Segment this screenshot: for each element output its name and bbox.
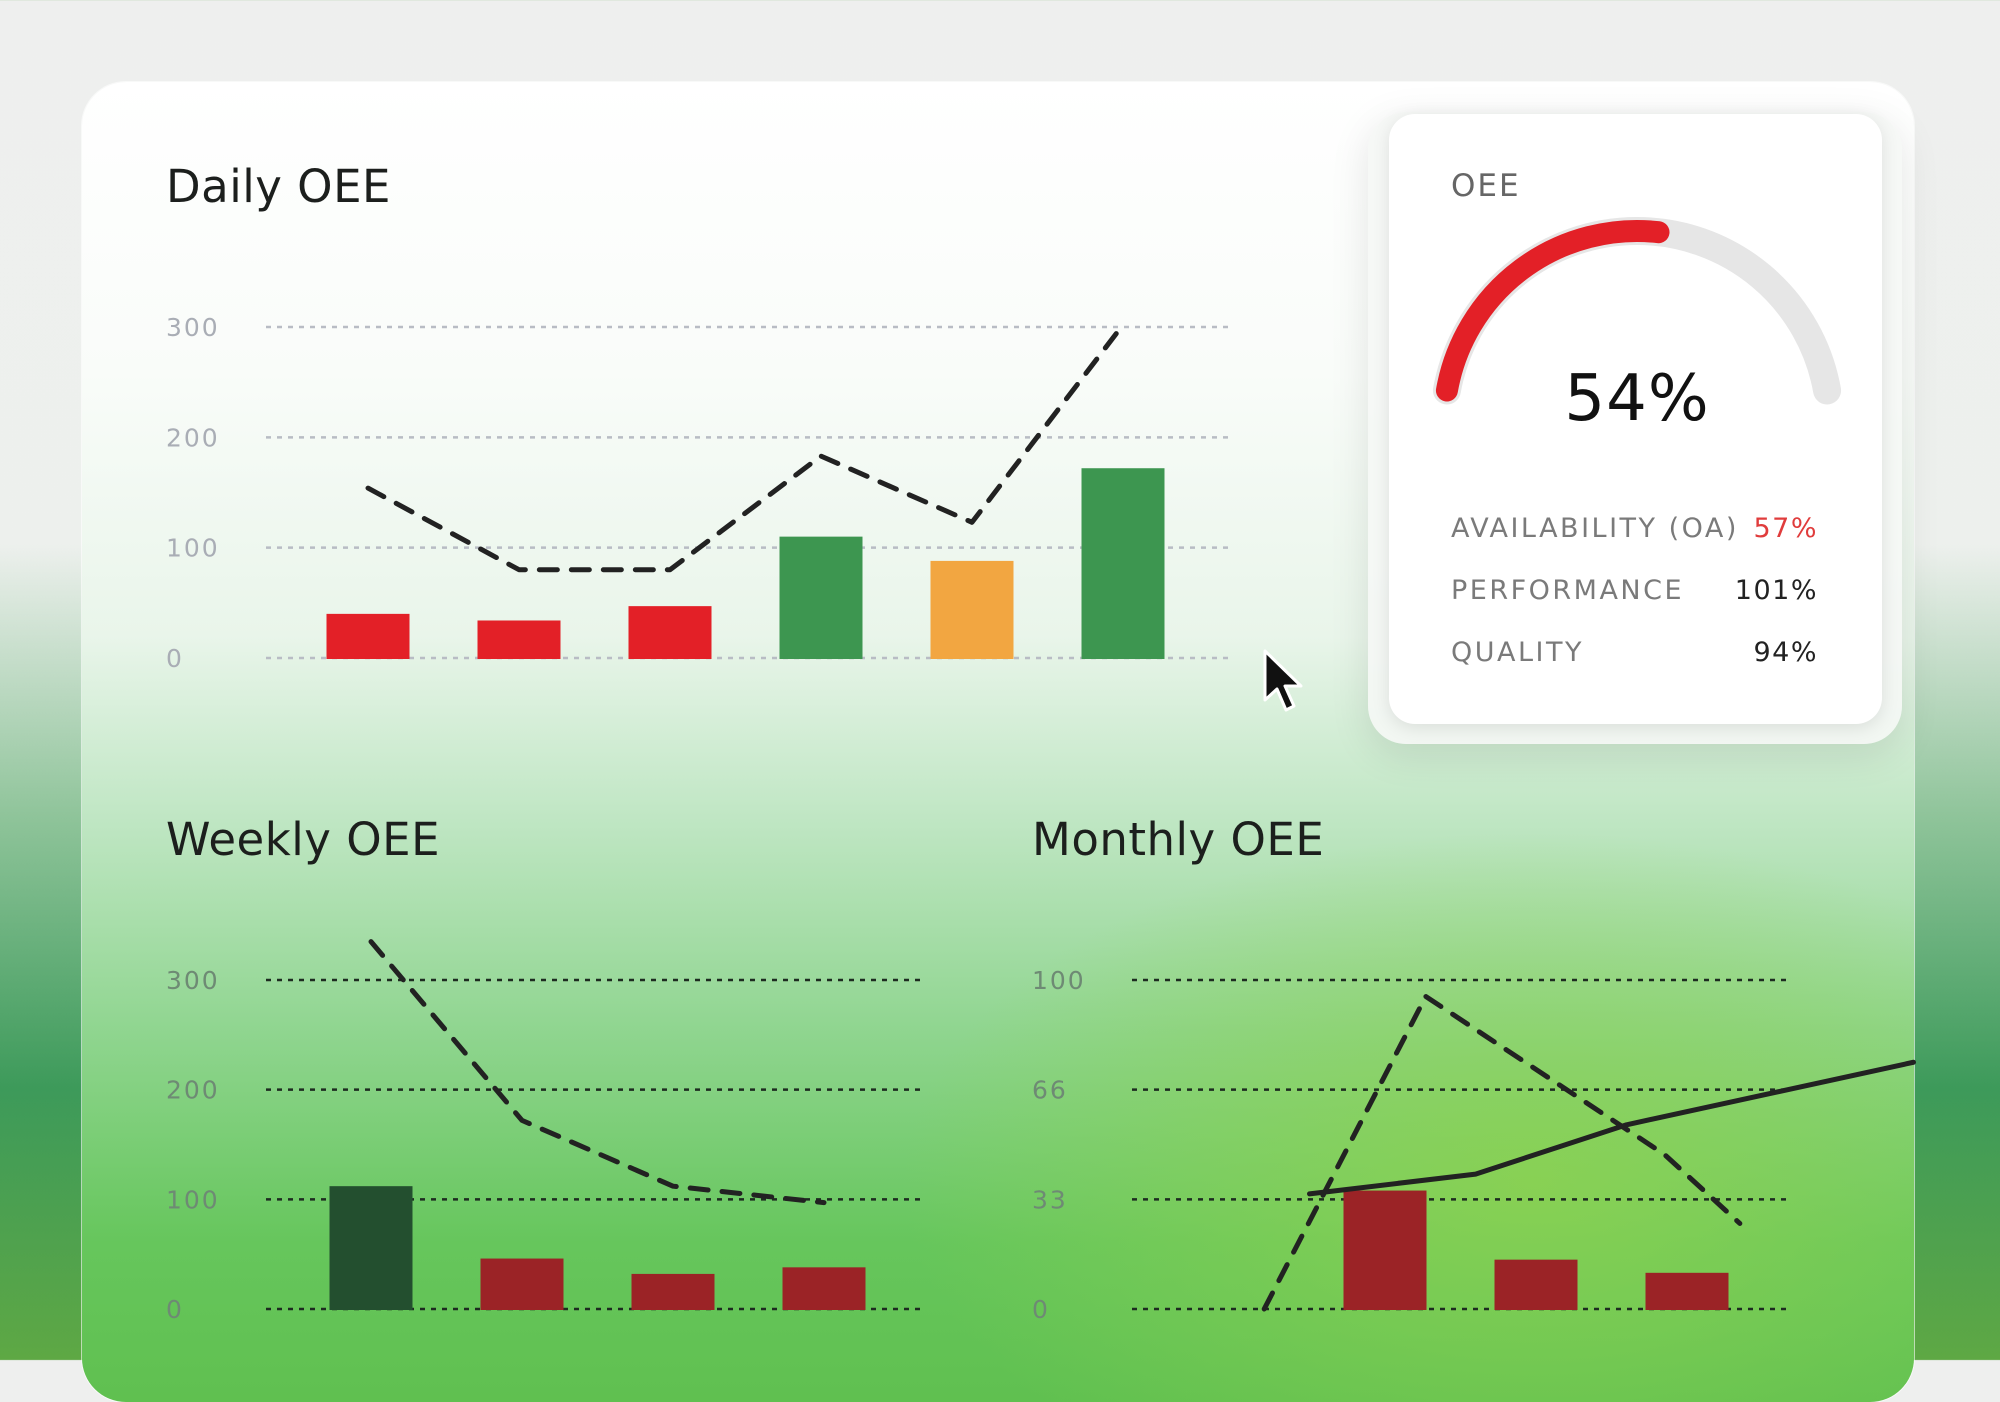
y-tick-label: 300 [166, 313, 220, 342]
y-tick-label: 200 [166, 1076, 220, 1105]
bar [930, 560, 1014, 659]
y-tick-label: 0 [1032, 1295, 1050, 1324]
bar [1343, 1190, 1427, 1310]
metric-label-availability: AVAILABILITY (OA) [1451, 513, 1739, 544]
dashed-line [365, 322, 1126, 573]
monthly-oee-title: Monthly OEE [1032, 813, 1325, 866]
y-tick-label: 0 [166, 644, 184, 673]
bar [1645, 1272, 1729, 1310]
y-tick-label: 33 [1032, 1185, 1068, 1214]
metric-value-performance: 101% [1734, 575, 1818, 606]
oee-gauge-value: 54% [1564, 362, 1710, 436]
bar [329, 1186, 413, 1310]
bar [782, 1267, 866, 1310]
daily-oee-title: Daily OEE [166, 160, 391, 213]
solid-line [1307, 1059, 1916, 1197]
y-tick-label: 0 [166, 1295, 184, 1324]
y-tick-label: 66 [1032, 1076, 1068, 1105]
mouse-pointer-icon [1263, 649, 1303, 712]
metric-label-performance: PERFORMANCE [1451, 575, 1685, 606]
bar [477, 620, 561, 659]
gauge-fill [1435, 220, 1670, 402]
y-tick-label: 100 [166, 534, 220, 563]
metric-value-quality: 94% [1753, 637, 1818, 668]
metric-value-availability: 57% [1753, 513, 1818, 544]
dashed-line [1261, 993, 1743, 1312]
daily-oee-chart: 0 100 200 300 [166, 313, 1230, 673]
y-tick-label: 100 [166, 1185, 220, 1214]
bar [628, 606, 712, 659]
monthly-oee-chart: 0 33 66 100 [1032, 966, 1916, 1324]
bar [1081, 468, 1165, 659]
oee-gauge [1432, 217, 1842, 405]
bar [480, 1258, 564, 1310]
bar [631, 1273, 715, 1310]
y-tick-label: 300 [166, 966, 220, 995]
oee-card [1389, 114, 1882, 724]
metric-label-quality: QUALITY [1451, 637, 1584, 668]
bar [326, 613, 410, 659]
y-tick-label: 100 [1032, 966, 1086, 995]
bar [1494, 1259, 1578, 1310]
oee-card-title: OEE [1451, 168, 1521, 204]
weekly-oee-chart: 0 100 200 300 [166, 939, 920, 1324]
weekly-oee-title: Weekly OEE [166, 813, 441, 866]
y-tick-label: 200 [166, 423, 220, 452]
bar [779, 536, 863, 659]
